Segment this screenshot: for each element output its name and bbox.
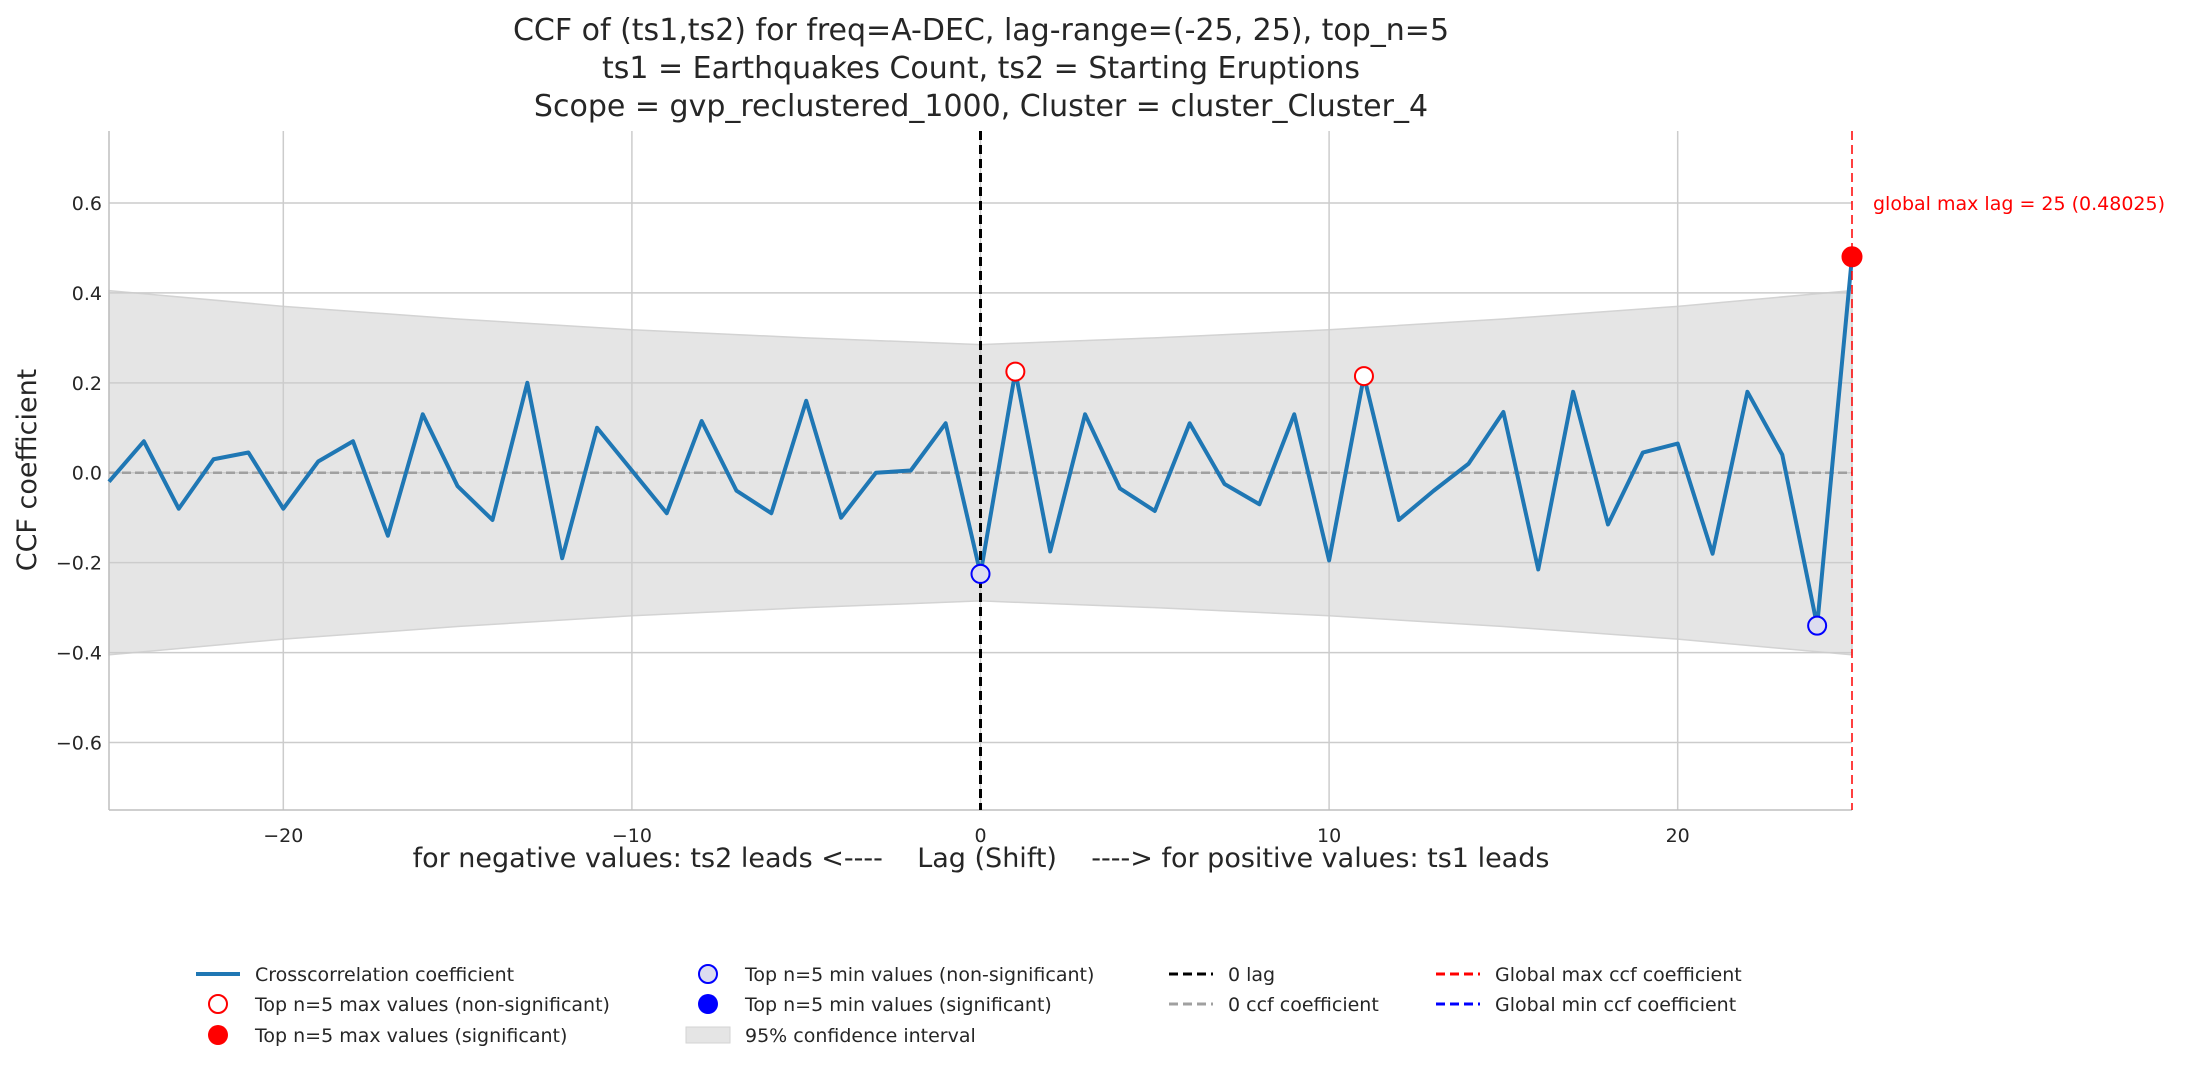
legend-item-2: Top n=5 max values (significant)	[208, 1025, 567, 1047]
y-tick-label-1: −0.4	[56, 643, 102, 665]
legend-patch-swatch	[685, 1026, 731, 1044]
global-max-lag-annotation: global max lag = 25 (0.48025)	[1873, 193, 2165, 215]
legend-item-9: Global min ccf coefficient	[1436, 994, 1736, 1016]
legend-label-7: 0 ccf coefficient	[1228, 994, 1379, 1016]
legend-item-1: Top n=5 max values (non-significant)	[208, 994, 610, 1016]
legend-circle-swatch	[698, 964, 718, 984]
legend-item-4: Top n=5 min values (significant)	[698, 994, 1052, 1016]
top-min-nonsig-point-0	[970, 563, 991, 584]
legend-label-3: Top n=5 min values (non-significant)	[744, 964, 1094, 986]
plot-area: global max lag = 25 (0.48025) −20 −10 0 10 20…	[56, 131, 2165, 847]
y-tick-label-4: 0.2	[72, 373, 102, 395]
y-tick-label-0: −0.6	[56, 733, 102, 755]
y-tick-label-3: 0.0	[72, 463, 102, 485]
legend-label-0: Crosscorrelation coefficient	[255, 964, 514, 986]
legend-label-6: 0 lag	[1228, 964, 1275, 986]
legend-label-8: Global max ccf coefficient	[1495, 964, 1742, 986]
y-axis-label: CCF coefficient	[12, 369, 43, 572]
chart-title-line-2: ts1 = Earthquakes Count, ts2 = Starting …	[602, 51, 1360, 86]
x-tick-label-1: −10	[612, 825, 652, 847]
legend-circle-swatch	[208, 1025, 228, 1045]
x-tick-label-4: 20	[1666, 825, 1690, 847]
top-max-nonsig-point-0	[1005, 361, 1026, 382]
y-tick-label-6: 0.6	[72, 193, 102, 215]
legend-label-4: Top n=5 min values (significant)	[744, 994, 1052, 1016]
top-max-sig-point-0	[1841, 246, 1863, 268]
legend-label-2: Top n=5 max values (significant)	[254, 1025, 567, 1047]
legend-item-5: 95% confidence interval	[685, 1025, 976, 1047]
legend-item-0: Crosscorrelation coefficient	[196, 964, 514, 986]
x-axis-label: for negative values: ts2 leads <---- Lag…	[413, 843, 1550, 874]
chart-title-line-3: Scope = gvp_reclustered_1000, Cluster = …	[534, 89, 1428, 124]
y-tick-label-2: −0.2	[56, 553, 102, 575]
legend-item-8: Global max ccf coefficient	[1436, 964, 1742, 986]
legend-item-6: 0 lag	[1169, 964, 1275, 986]
legend-label-5: 95% confidence interval	[745, 1025, 976, 1047]
legend-circle-swatch	[698, 994, 718, 1014]
top-min-nonsig-point-1	[1807, 615, 1828, 636]
x-tick-label-2: 0	[974, 825, 986, 847]
chart-title-line-1: CCF of (ts1,ts2) for freq=A-DEC, lag-ran…	[513, 13, 1449, 48]
chart-title: CCF of (ts1,ts2) for freq=A-DEC, lag-ran…	[513, 13, 1449, 124]
chart-legend: Crosscorrelation coefficient Top n=5 max …	[196, 964, 1742, 1047]
legend-item-3: Top n=5 min values (non-significant)	[698, 964, 1094, 986]
legend-label-9: Global min ccf coefficient	[1495, 994, 1736, 1016]
x-tick-label-3: 10	[1317, 825, 1341, 847]
legend-label-1: Top n=5 max values (non-significant)	[254, 994, 610, 1016]
x-tick-label-0: −20	[263, 825, 303, 847]
top-max-nonsig-point-1	[1353, 366, 1374, 387]
legend-item-7: 0 ccf coefficient	[1169, 994, 1379, 1016]
y-tick-label-5: 0.4	[72, 283, 102, 305]
legend-circle-swatch	[208, 994, 228, 1014]
